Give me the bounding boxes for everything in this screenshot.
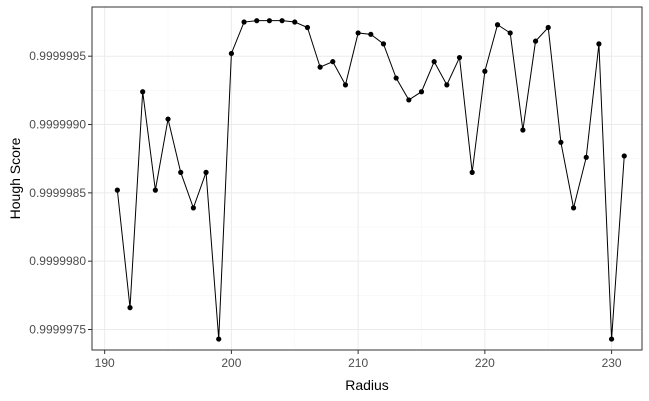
data-point xyxy=(342,82,349,88)
data-point xyxy=(241,19,247,25)
y-axis: 0.9999975 0.9999980 0.9999985 0.9999990 0.99… xyxy=(29,49,92,337)
x-tick-label: 220 xyxy=(475,356,495,370)
data-point xyxy=(216,336,222,342)
x-tick-label: 200 xyxy=(221,356,241,370)
data-point xyxy=(444,82,450,88)
major-gridlines xyxy=(92,7,642,350)
data-point xyxy=(507,30,513,36)
data-point xyxy=(431,59,437,65)
x-tick-label: 190 xyxy=(95,356,115,370)
data-point xyxy=(520,127,526,133)
data-point xyxy=(596,41,602,47)
x-axis-title: Radius xyxy=(345,377,389,393)
minor-gridlines xyxy=(92,7,642,350)
data-point xyxy=(178,169,184,175)
data-point xyxy=(570,205,577,211)
data-series xyxy=(114,18,627,342)
data-point xyxy=(140,89,146,95)
x-tick-label: 210 xyxy=(348,356,368,370)
data-point xyxy=(393,75,399,81)
data-point xyxy=(152,187,158,193)
data-point xyxy=(254,18,260,24)
panel-background xyxy=(92,7,642,350)
data-point xyxy=(558,139,564,145)
data-point xyxy=(456,54,463,61)
y-tick-label: 0.9999990 xyxy=(29,118,86,132)
panel-border xyxy=(91,6,643,351)
x-axis: 190 200 210 220 230 xyxy=(95,350,622,370)
data-point xyxy=(494,22,501,28)
data-point xyxy=(368,31,374,37)
x-tick-label: 230 xyxy=(602,356,622,370)
y-tick-label: 0.9999995 xyxy=(29,49,86,63)
data-point xyxy=(317,64,323,70)
data-point xyxy=(330,59,336,65)
data-point xyxy=(304,24,311,31)
data-point xyxy=(621,153,627,159)
data-point xyxy=(418,89,425,95)
data-point xyxy=(190,205,196,211)
data-point xyxy=(203,169,209,175)
data-point xyxy=(532,38,539,44)
data-point xyxy=(608,336,615,342)
data-point xyxy=(545,24,551,31)
data-point xyxy=(279,18,285,24)
data-point xyxy=(583,154,589,160)
y-axis-title: Hough Score xyxy=(7,137,23,219)
y-tick-label: 0.9999980 xyxy=(29,254,86,268)
data-point xyxy=(355,30,361,36)
data-point xyxy=(165,116,171,122)
y-tick-label: 0.9999975 xyxy=(29,323,86,337)
data-point xyxy=(380,41,387,47)
data-point xyxy=(266,18,273,24)
data-point xyxy=(406,97,412,103)
data-point xyxy=(482,68,488,74)
y-tick-label: 0.9999985 xyxy=(29,186,86,200)
data-point xyxy=(469,169,475,175)
data-point xyxy=(228,50,234,57)
data-point xyxy=(292,19,298,25)
data-point xyxy=(114,187,120,193)
data-point xyxy=(127,305,133,311)
